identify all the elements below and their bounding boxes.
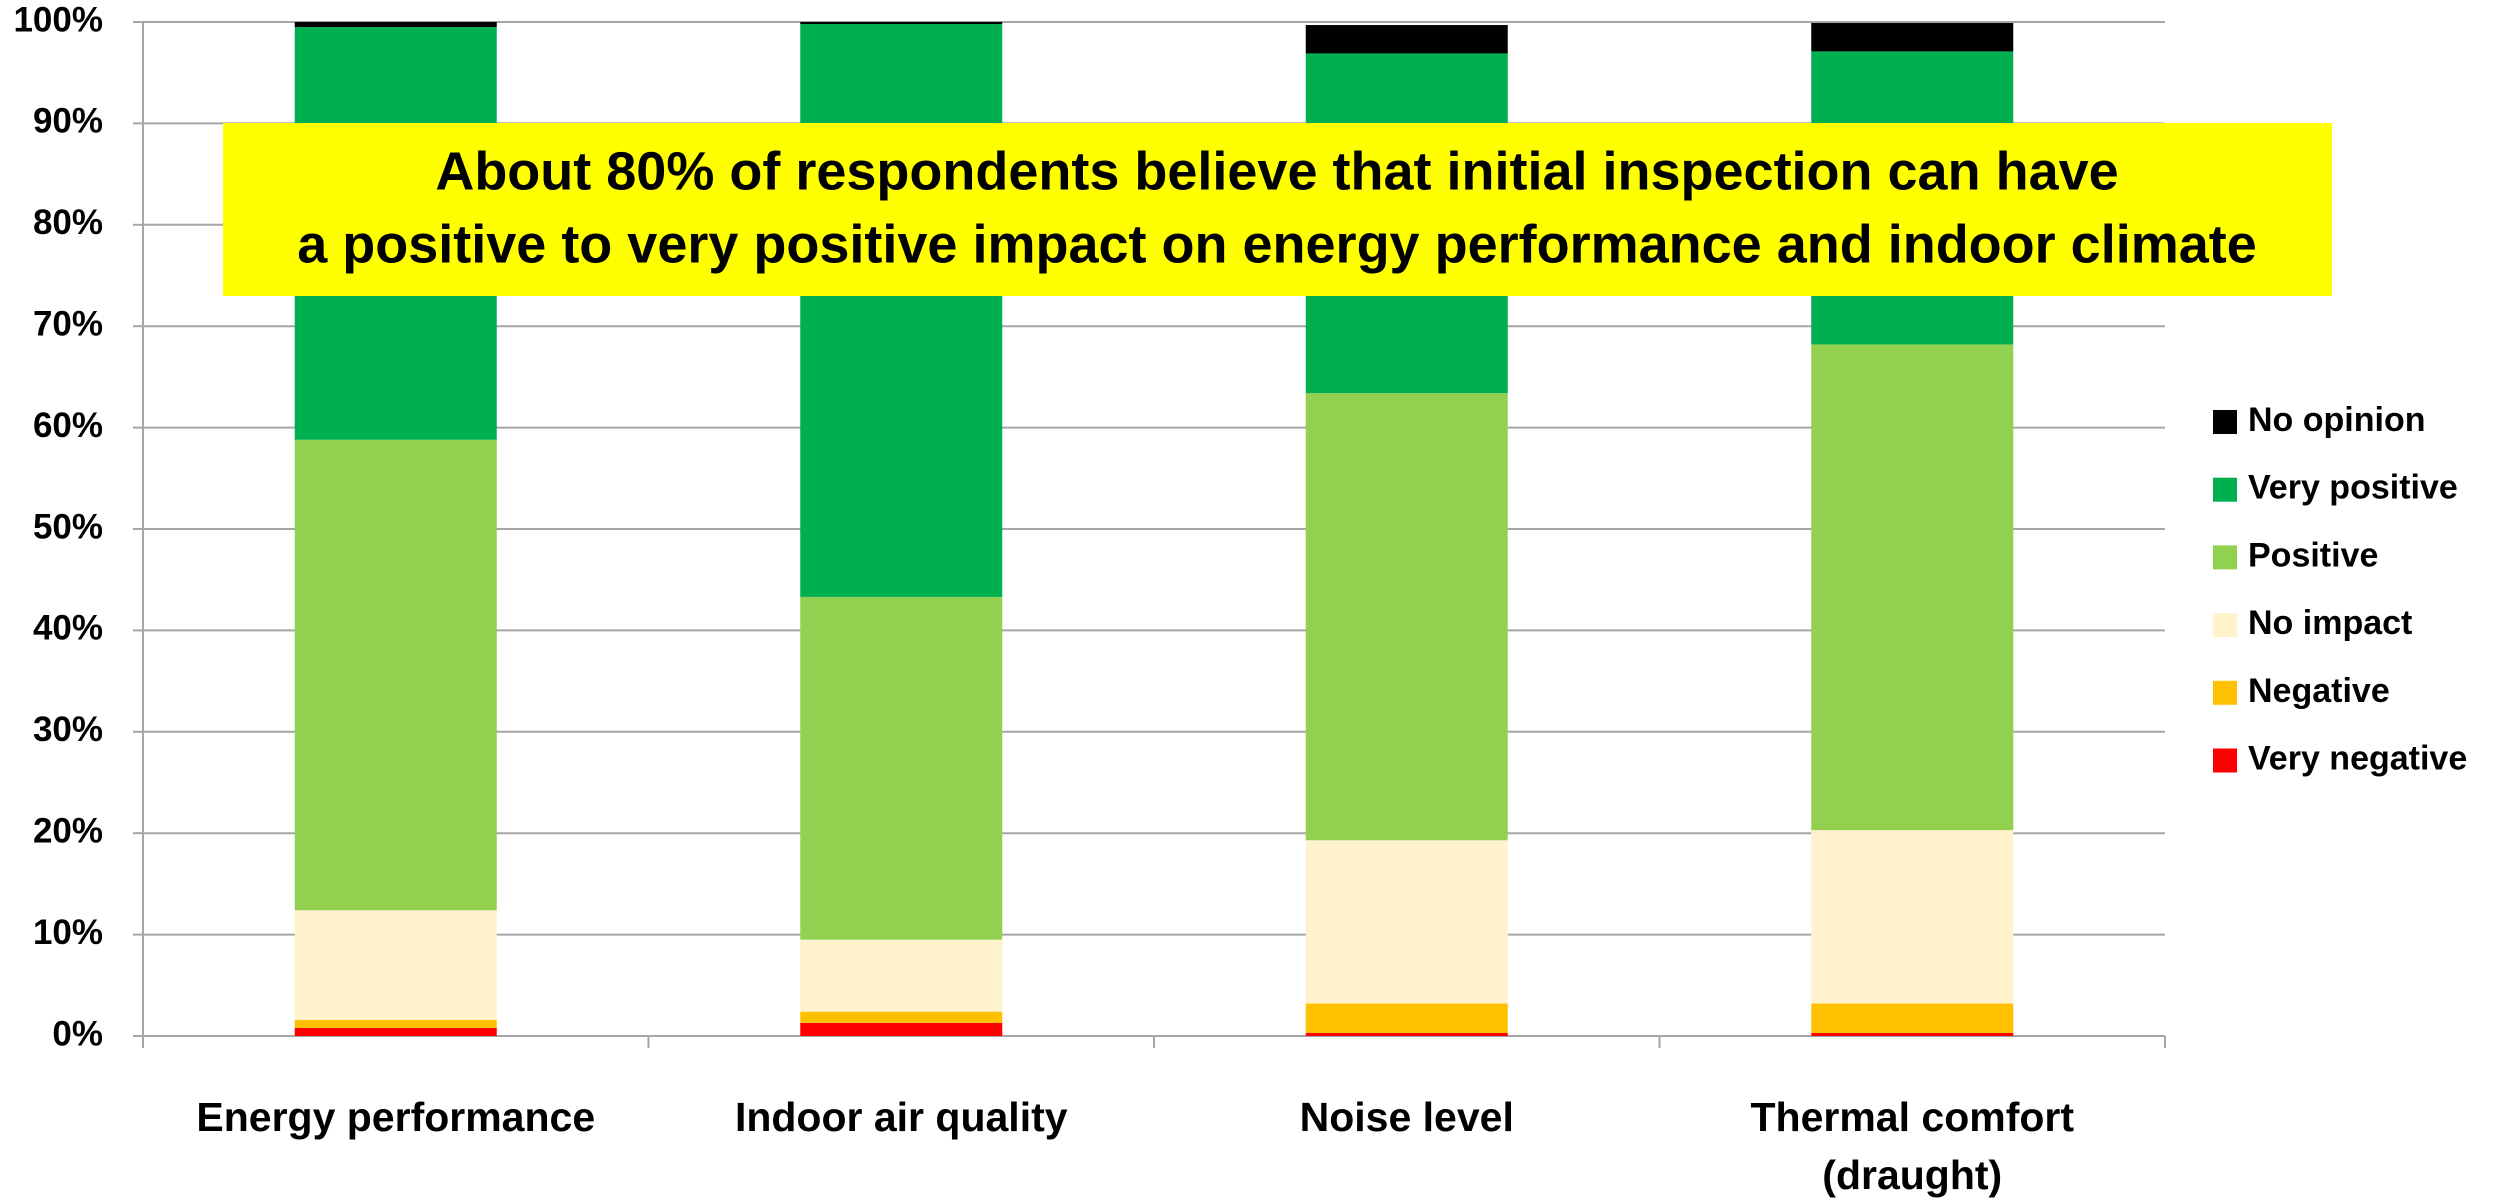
bar-segment (1811, 344, 2014, 831)
legend-swatch (2213, 680, 2237, 705)
legend-swatch (2213, 613, 2237, 638)
bar-segment (800, 939, 1003, 1012)
legend-swatch (2213, 748, 2237, 773)
bar-segment (1305, 393, 1508, 841)
bar-segment (294, 1019, 497, 1028)
x-tick-label: Thermal comfort (draught) (1750, 1094, 2075, 1198)
legend-label: Negative (2248, 672, 2390, 710)
x-tick-label: Energy performance (196, 1094, 596, 1140)
y-tick-label: 20% (33, 811, 103, 850)
bar-segment (1305, 840, 1508, 1004)
legend-label: Positive (2248, 536, 2378, 574)
bar-segment (294, 1027, 497, 1036)
legend-label: Very positive (2248, 469, 2458, 507)
bar-segment (800, 22, 1003, 25)
x-tick-label: Noise level (1299, 1094, 1514, 1140)
annotation-text: About 80% of respondents believe that in… (435, 141, 2118, 201)
bar-segment (1305, 1032, 1508, 1036)
y-tick-label: 90% (33, 102, 103, 141)
y-tick-label: 30% (33, 710, 103, 749)
bar-segment (1811, 830, 2014, 1004)
annotation-box (223, 123, 2332, 296)
y-tick-label: 70% (33, 304, 103, 343)
x-tick-label: Indoor air quality (734, 1094, 1068, 1140)
bar-segment (1305, 25, 1508, 54)
bar-segment (294, 439, 497, 911)
y-tick-label: 50% (33, 507, 103, 546)
bar-segment (800, 1011, 1003, 1023)
y-tick-label: 60% (33, 406, 103, 445)
y-tick-label: 10% (33, 913, 103, 952)
bar-segment (294, 910, 497, 1020)
legend-swatch (2213, 545, 2237, 570)
annotation-text: a positive to very positive impact on en… (297, 214, 2257, 274)
legend-label: No impact (2248, 604, 2412, 642)
y-tick-label: 100% (13, 0, 103, 39)
bar-segment (800, 1022, 1003, 1036)
legend-label: No opinion (2248, 401, 2426, 439)
y-tick-label: 40% (33, 609, 103, 648)
legend-swatch (2213, 410, 2237, 434)
bar-segment (1305, 1003, 1508, 1033)
legend-swatch (2213, 477, 2237, 502)
legend-label: Very negative (2248, 739, 2467, 777)
bar-segment (1811, 1032, 2014, 1036)
y-tick-label: 0% (52, 1014, 103, 1053)
bar-segment (800, 24, 1003, 597)
bar-segment (294, 22, 497, 28)
bar-segment (800, 596, 1003, 940)
y-tick-label: 80% (33, 203, 103, 242)
bar-segment (1811, 1003, 2014, 1033)
bar-segment (1811, 23, 2014, 52)
